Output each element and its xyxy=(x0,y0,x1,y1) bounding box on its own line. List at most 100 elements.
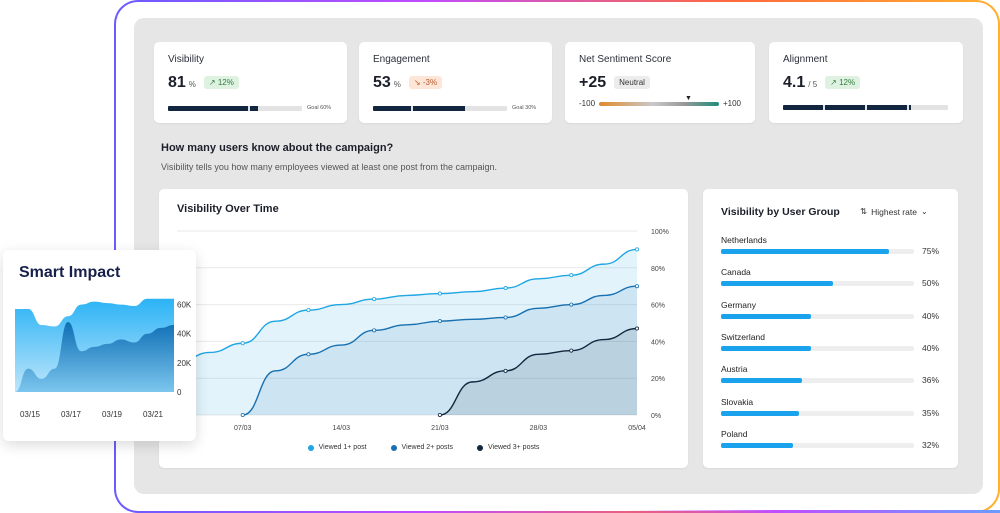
y-tick-label: 40% xyxy=(651,339,665,346)
group-row[interactable]: Canada 50% xyxy=(721,267,941,288)
gradient-underline xyxy=(625,510,1000,513)
group-name: Austria xyxy=(721,364,748,375)
group-row[interactable]: Austria 36% xyxy=(721,364,941,385)
kpi-value: +25 xyxy=(579,74,607,91)
group-bar-fill xyxy=(721,442,793,448)
legend-label: Viewed 3+ posts xyxy=(487,444,540,451)
x-tick-label: 03/15 xyxy=(20,410,41,419)
progress-bar xyxy=(168,105,302,111)
legend-label: Viewed 2+ posts xyxy=(401,444,453,451)
data-point xyxy=(634,326,639,331)
goal-label: Goal 60% xyxy=(307,105,332,111)
group-row[interactable]: Slovakia 35% xyxy=(721,397,941,418)
kpi-card-sentiment[interactable]: Net Sentiment Score +25 Neutral -100 ▼ +… xyxy=(565,42,755,123)
group-row[interactable]: Switzerland 40% xyxy=(721,331,941,353)
kpi-label: Visibility xyxy=(168,54,204,65)
group-row[interactable]: Germany 40% xyxy=(721,299,941,321)
group-bar-track xyxy=(721,345,914,351)
data-point xyxy=(437,291,442,296)
x-tick-label: 03/19 xyxy=(102,410,123,419)
progress-segment xyxy=(250,105,258,111)
group-value: 75% xyxy=(922,246,940,256)
data-point xyxy=(372,297,377,302)
y-tick-label: 40K xyxy=(177,330,192,339)
x-tick-label: 28/03 xyxy=(530,425,548,432)
x-tick-label: 07/03 xyxy=(234,425,252,432)
progress-segment xyxy=(783,105,823,110)
kpi-label: Net Sentiment Score xyxy=(579,54,672,65)
data-point xyxy=(634,284,639,289)
legend-item[interactable]: Viewed 3+ posts xyxy=(476,444,540,451)
kpi-card-alignment[interactable]: Alignment 4.1 / 5 ↗ 12% xyxy=(769,42,963,123)
group-bar-fill xyxy=(721,345,811,351)
progress-segment xyxy=(373,105,411,111)
x-tick-label: 03/17 xyxy=(61,410,82,419)
section-title: How many users know about the campaign? xyxy=(161,142,394,154)
group-name: Switzerland xyxy=(721,331,765,342)
group-value: 50% xyxy=(922,278,940,289)
progress-segment xyxy=(168,105,248,111)
group-bar-track xyxy=(721,249,914,254)
visibility-chart-card: Visibility Over Time 0% 20% 40% 60% 80% 100% 0… xyxy=(159,189,688,468)
x-tick-label: 21/03 xyxy=(431,425,449,432)
chevron-down-icon: ⌄ xyxy=(920,207,928,216)
group-bar-track xyxy=(721,281,914,287)
group-bar-track xyxy=(721,378,914,384)
group-row[interactable]: Netherlands 75% xyxy=(721,235,941,256)
series-line xyxy=(439,327,638,416)
progress-segment xyxy=(867,105,907,110)
group-value: 32% xyxy=(922,439,940,450)
legend-dot xyxy=(307,444,314,451)
progress-bar xyxy=(373,105,507,111)
sentiment-badge: Neutral xyxy=(614,76,650,89)
trend-badge: ↗ 12% xyxy=(203,76,239,89)
data-point xyxy=(503,368,508,373)
group-row[interactable]: Poland 32% xyxy=(721,429,941,450)
sort-label: Highest rate xyxy=(871,206,917,217)
data-point xyxy=(569,273,574,278)
group-bar-fill xyxy=(721,378,802,384)
kpi-label: Engagement xyxy=(373,54,430,65)
data-point xyxy=(240,341,245,346)
y-tick-label: 80% xyxy=(651,266,665,273)
progress-segment xyxy=(909,105,911,110)
chart-title: Visibility Over Time xyxy=(177,203,279,215)
smart-impact-chart: 0 20K 40K 60K 03/15 03/17 03/19 03/21 xyxy=(15,298,192,419)
group-name: Germany xyxy=(721,299,756,310)
legend-dot xyxy=(390,444,397,451)
group-name: Canada xyxy=(721,267,751,278)
x-tick-label: 05/04 xyxy=(628,425,646,432)
sentiment-gradient-bar: ▼ xyxy=(599,95,719,106)
data-point xyxy=(240,412,245,417)
sentiment-scale: -100 ▼ +100 xyxy=(579,95,741,109)
group-bar-fill xyxy=(721,410,800,416)
legend-dot xyxy=(476,444,483,451)
data-point xyxy=(437,412,442,417)
kpi-unit: % xyxy=(188,80,196,89)
group-bar-track xyxy=(721,410,914,416)
progress-segment xyxy=(825,105,865,110)
legend-item[interactable]: Viewed 1+ post xyxy=(307,444,367,451)
series-line xyxy=(176,248,638,365)
trend-badge: ↘ -3% xyxy=(408,76,443,89)
group-bar-fill xyxy=(721,281,833,287)
group-bar-fill xyxy=(721,313,811,319)
group-bar-track xyxy=(721,313,914,319)
y-tick-label: 60% xyxy=(651,303,665,310)
group-value: 35% xyxy=(922,407,940,418)
series-area xyxy=(177,249,637,415)
kpi-card-visibility[interactable]: Visibility 81 % ↗ 12% Goal 60% xyxy=(154,42,347,123)
group-value: 40% xyxy=(922,342,940,353)
sort-icon: ⇅ xyxy=(860,206,868,216)
kpi-unit: / 5 xyxy=(808,80,818,89)
sort-dropdown[interactable]: ⇅ Highest rate ⌄ xyxy=(860,206,928,217)
group-value: 36% xyxy=(922,375,940,386)
kpi-value: 4.1 xyxy=(783,74,806,91)
legend-item[interactable]: Viewed 2+ posts xyxy=(390,444,453,451)
progress-segment xyxy=(413,105,465,111)
data-point xyxy=(634,247,639,252)
group-value: 40% xyxy=(922,310,940,321)
smart-impact-title: Smart Impact xyxy=(19,264,121,281)
kpi-card-engagement[interactable]: Engagement 53 % ↘ -3% Goal 30% xyxy=(359,42,552,123)
